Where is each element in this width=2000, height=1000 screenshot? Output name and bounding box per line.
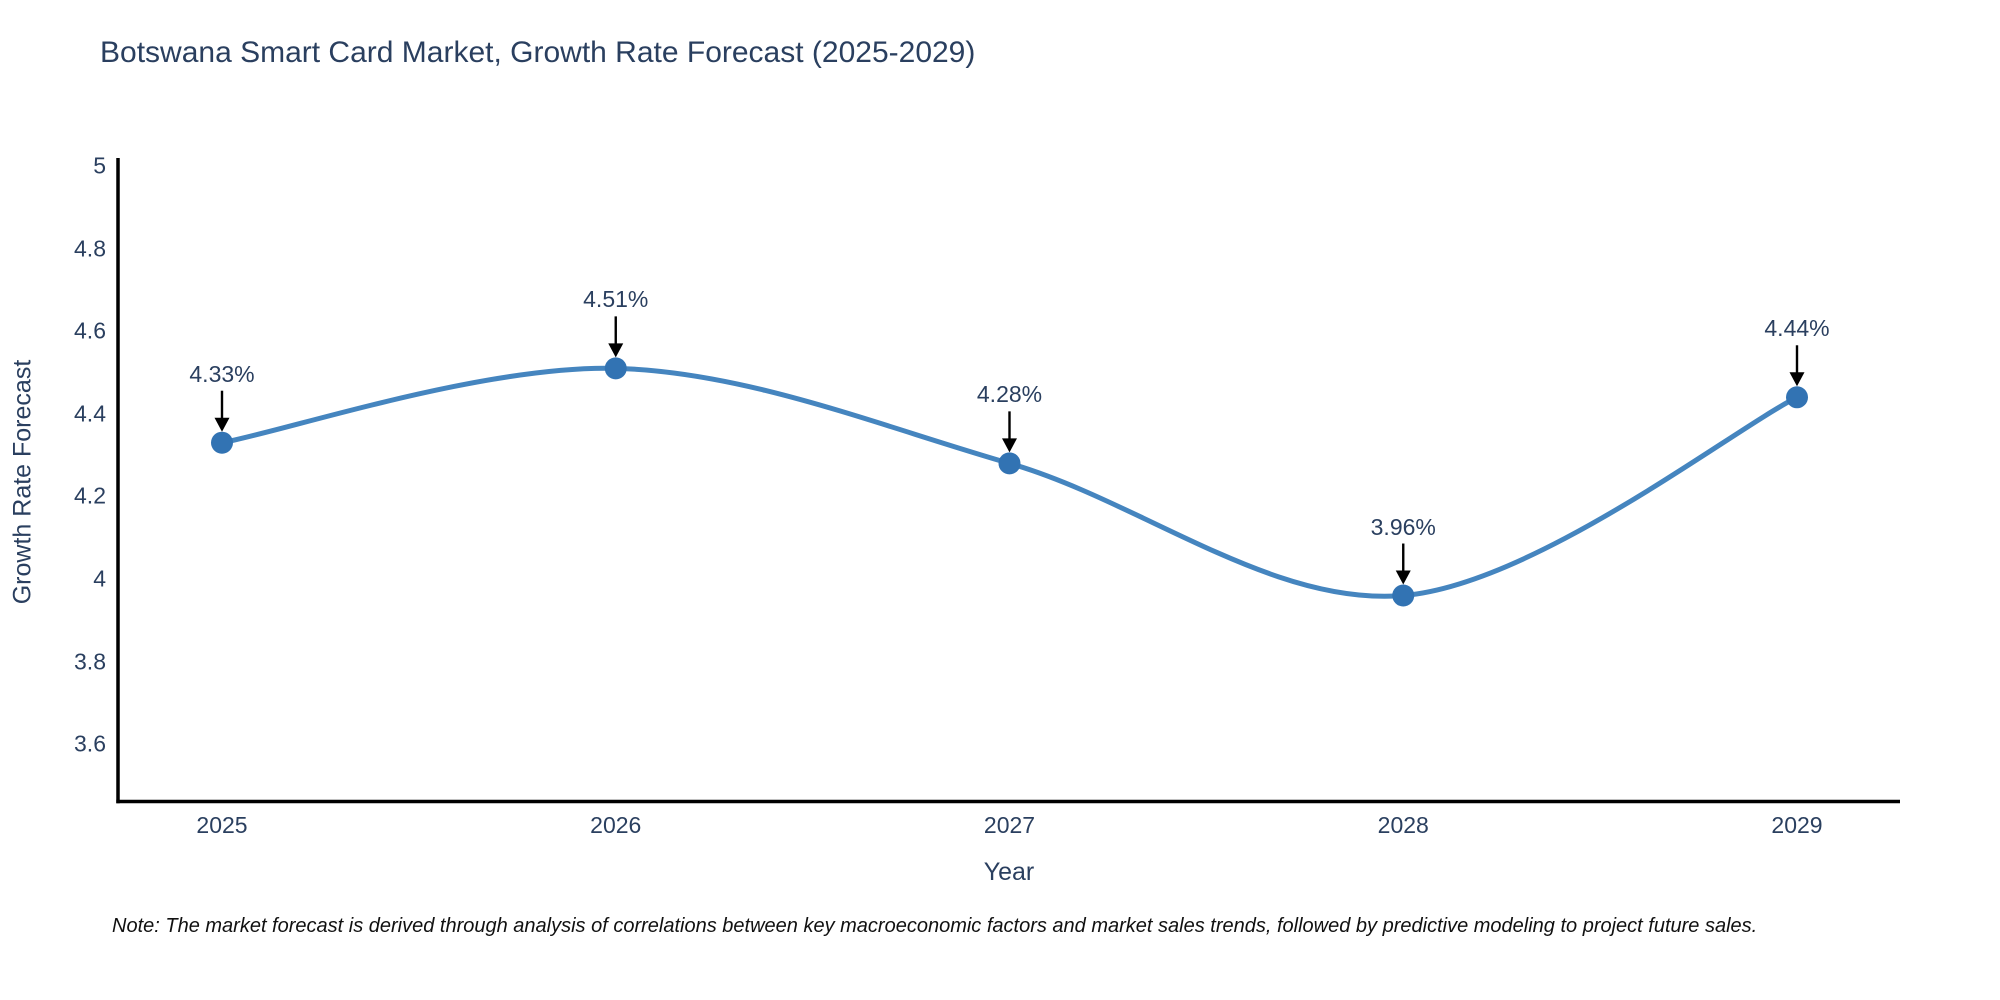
data-point-marker[interactable] bbox=[1786, 386, 1808, 409]
data-point-label: 4.51% bbox=[583, 286, 649, 313]
x-axis-tick-label: 2027 bbox=[983, 812, 1036, 838]
y-axis-tick-label: 4.4 bbox=[74, 400, 106, 427]
x-axis-tick-label: 2025 bbox=[196, 812, 248, 838]
y-axis-tick-label: 4.2 bbox=[74, 482, 106, 509]
x-axis-tick-label: 2028 bbox=[1377, 812, 1429, 838]
data-point-marker[interactable] bbox=[604, 357, 627, 380]
annotation-arrow-head-icon bbox=[214, 417, 230, 432]
annotation-arrow-head-icon bbox=[1789, 372, 1805, 387]
y-axis-tick-label: 3.6 bbox=[74, 730, 106, 757]
annotation-arrow-head-icon bbox=[1002, 438, 1017, 453]
y-axis-tick-label: 4.8 bbox=[74, 235, 106, 262]
x-axis-tick-label: 2029 bbox=[1771, 812, 1823, 838]
annotation-arrow-head-icon bbox=[1395, 570, 1411, 585]
data-point-label: 4.28% bbox=[976, 381, 1043, 408]
x-axis-tick-label: 2026 bbox=[590, 812, 642, 838]
annotation-arrow-head-icon bbox=[608, 343, 624, 358]
y-axis-tick-label: 4 bbox=[93, 565, 106, 592]
data-point-label: 4.33% bbox=[189, 360, 255, 387]
x-axis-title: Year bbox=[983, 858, 1035, 886]
chart-title: Botswana Smart Card Market, Growth Rate … bbox=[100, 36, 976, 69]
y-axis-tick-label: 3.8 bbox=[74, 648, 106, 675]
data-point-marker[interactable] bbox=[998, 452, 1021, 475]
data-point-marker[interactable] bbox=[1392, 584, 1415, 607]
y-axis-tick-label: 5 bbox=[93, 152, 106, 179]
data-point-label: 4.44% bbox=[1764, 315, 1830, 342]
y-axis-tick-label: 4.6 bbox=[74, 317, 106, 344]
data-point-marker[interactable] bbox=[211, 431, 233, 454]
footnote: Note: The market forecast is derived thr… bbox=[112, 915, 1758, 937]
data-point-label: 3.96% bbox=[1370, 513, 1436, 540]
